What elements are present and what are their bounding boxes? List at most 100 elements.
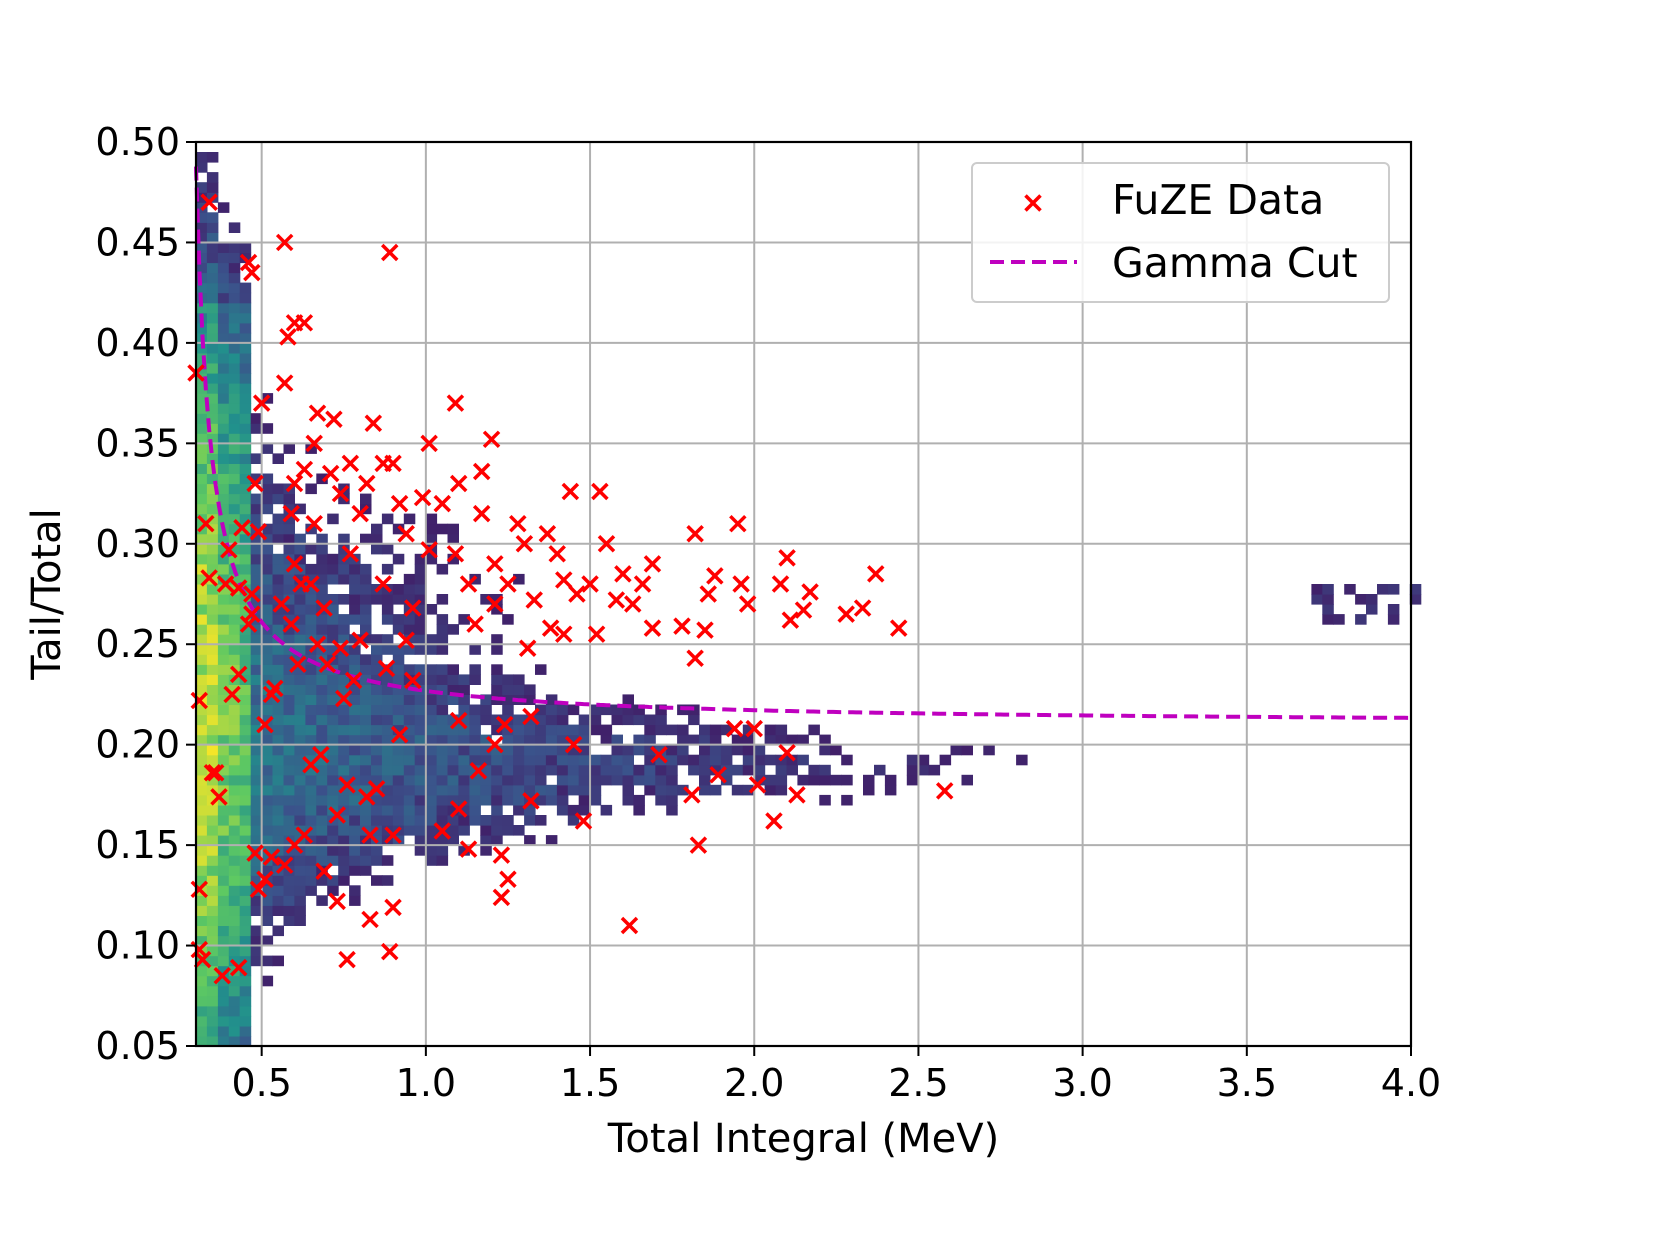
histogram-bin [381, 614, 394, 625]
fuze-data-point [765, 812, 783, 830]
histogram-bin [1387, 604, 1400, 615]
histogram-bin [447, 835, 459, 846]
fuze-data-point [338, 776, 356, 794]
histogram-bin [545, 694, 558, 705]
histogram-bin [371, 815, 383, 826]
histogram-bin [196, 744, 208, 756]
histogram-bin [392, 754, 405, 766]
histogram-bin [239, 302, 252, 314]
histogram-bin [217, 403, 230, 414]
histogram-bin [392, 724, 405, 736]
histogram-bin [513, 674, 525, 685]
histogram-bin [261, 774, 274, 786]
fuze-data-point [518, 639, 537, 657]
histogram-bin [196, 654, 208, 665]
fuze-data-point [262, 685, 281, 704]
histogram-bin [228, 543, 241, 555]
histogram-bin [228, 553, 241, 565]
histogram-bin [283, 684, 295, 695]
marker-stroke [246, 474, 264, 493]
histogram-bin [327, 724, 339, 736]
histogram-bin [305, 734, 317, 746]
histogram-bin [196, 262, 208, 274]
histogram-bin [250, 503, 263, 515]
histogram-bin [206, 553, 219, 565]
histogram-bin [436, 523, 449, 535]
marker-stroke [515, 535, 534, 553]
fuze-data-point [935, 782, 954, 800]
histogram-bin [414, 624, 427, 635]
histogram-bin [217, 423, 230, 434]
histogram-bin [261, 523, 274, 535]
histogram-bin [360, 573, 372, 585]
marker-stroke [213, 966, 232, 985]
histogram-bin [392, 614, 405, 625]
histogram-bin [196, 302, 208, 314]
fuze-data-point [193, 950, 212, 969]
fuze-data-point [561, 482, 580, 501]
histogram-bin [403, 815, 416, 826]
histogram-bin [699, 784, 711, 796]
histogram-bin [327, 513, 339, 525]
histogram-bin [666, 754, 678, 766]
histogram-bin [622, 694, 634, 705]
marker-stroke [384, 826, 402, 844]
histogram-bin [239, 865, 252, 876]
histogram-bin [196, 644, 208, 655]
histogram-bin [578, 754, 591, 766]
histogram-bin [217, 473, 230, 485]
histogram-bin [206, 352, 219, 364]
histogram-bin [316, 553, 328, 565]
x-axis-label: Total Integral (MeV) [607, 1116, 999, 1162]
histogram-bin [360, 744, 372, 756]
histogram-bin [469, 674, 481, 685]
histogram-bin [250, 925, 263, 937]
histogram-bin [294, 774, 306, 786]
marker-stroke [197, 514, 215, 533]
histogram-bin [622, 784, 634, 796]
histogram-bin [392, 553, 405, 565]
histogram-bin [327, 754, 339, 766]
histogram-bin [720, 744, 733, 756]
histogram-bin [239, 503, 252, 515]
histogram-bin [196, 162, 208, 173]
histogram-bin [239, 714, 252, 726]
histogram-bin [371, 704, 383, 716]
histogram-bin [206, 533, 219, 545]
histogram-bin [206, 825, 219, 836]
histogram-bin [425, 694, 438, 705]
histogram-bin [283, 584, 295, 595]
histogram-bin [403, 614, 416, 625]
histogram-bin [808, 774, 820, 786]
x-tick-label: 3.5 [1217, 1061, 1277, 1105]
histogram-bin [655, 774, 667, 786]
histogram-bin [425, 704, 438, 716]
fuze-data-point [229, 958, 248, 977]
histogram-bin [436, 754, 449, 766]
histogram-bin [206, 845, 219, 856]
histogram-bin [305, 764, 317, 776]
histogram-bin [797, 754, 809, 766]
histogram-bin [764, 784, 777, 796]
fuze-data-point [315, 862, 333, 880]
marker-stroke [364, 414, 383, 432]
marker-stroke [262, 685, 281, 704]
histogram-bin [217, 242, 230, 253]
histogram-bin [228, 302, 241, 314]
marker-stroke [495, 715, 514, 734]
marker-stroke [620, 916, 639, 935]
histogram-bin [283, 543, 295, 555]
histogram-bin [458, 614, 470, 625]
histogram-bin [436, 694, 449, 705]
histogram-bin [250, 754, 263, 766]
fuze-data-point [262, 848, 281, 866]
histogram-bin [305, 704, 317, 716]
histogram-bin [261, 744, 274, 756]
histogram-bin [206, 855, 219, 866]
histogram-bin [950, 744, 962, 756]
histogram-bin [360, 855, 372, 866]
histogram-bin [622, 794, 634, 806]
histogram-bin [611, 774, 623, 786]
histogram-bin [283, 714, 295, 726]
histogram-bin [228, 292, 241, 304]
